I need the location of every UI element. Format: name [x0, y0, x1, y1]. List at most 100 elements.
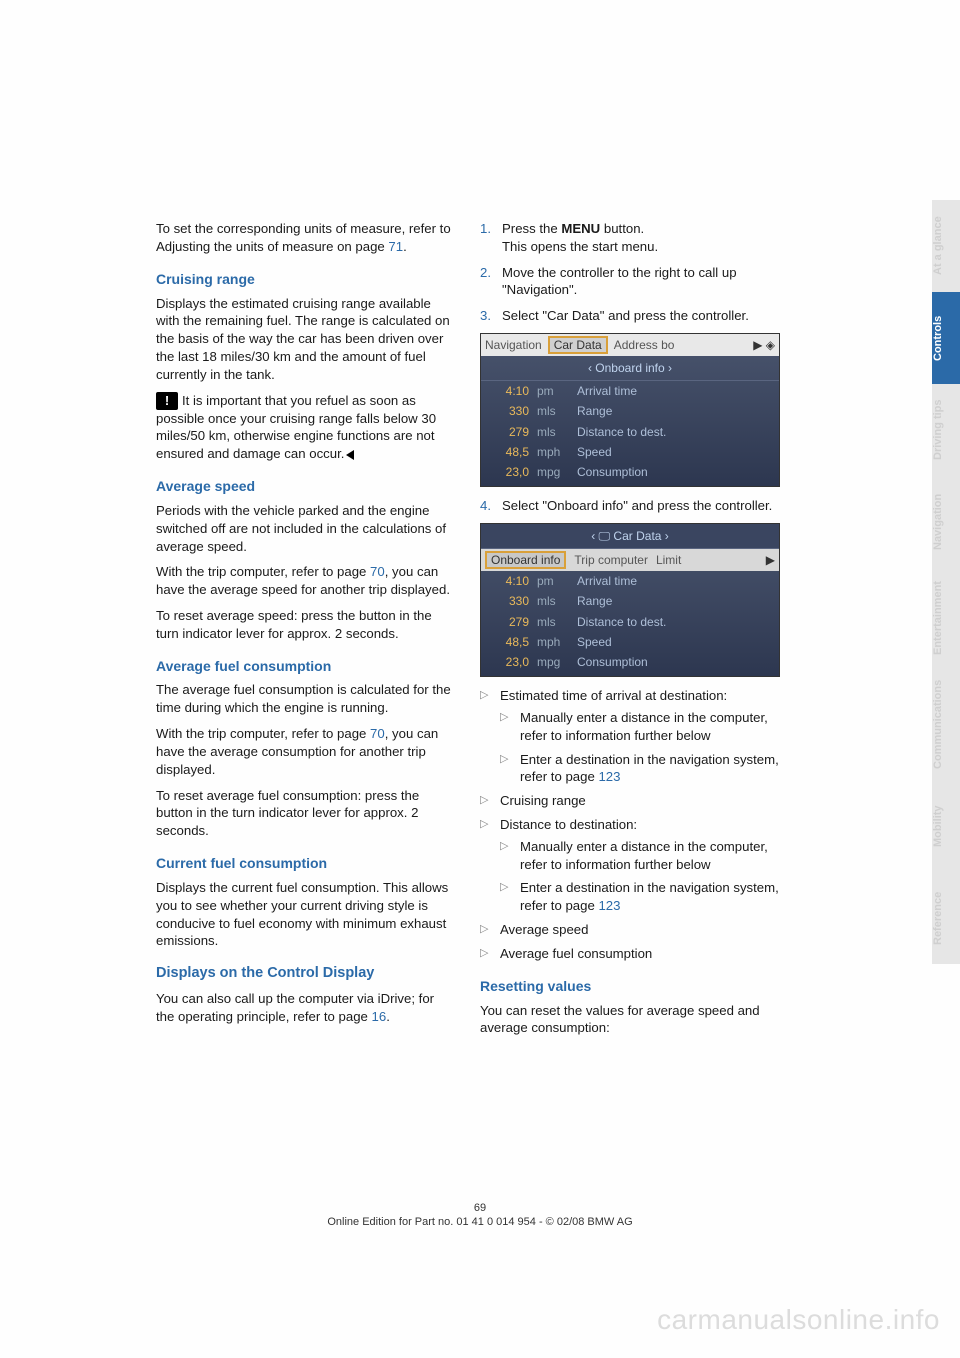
idrive-screenshot-1: Navigation Car Data Address bo ▶ ◈ ‹ Onb…: [480, 333, 780, 487]
side-tab-reference[interactable]: Reference: [932, 872, 960, 964]
bullet-list: Estimated time of arrival at destination…: [480, 687, 780, 963]
avg-fuel-p3: To reset average fuel consumption: press…: [156, 787, 456, 840]
side-tab-at-a-glance[interactable]: At a glance: [932, 200, 960, 292]
row-label: Speed: [577, 444, 771, 460]
cruising-range-text: Displays the estimated cruising range av…: [156, 295, 456, 384]
row-value: 4:10: [489, 383, 537, 399]
step-1: 1. Press the MENU button. This opens the…: [480, 220, 780, 256]
ss2-header: ‹ 🖵 Car Data ›: [481, 524, 779, 549]
avg-fuel-p2: With the trip computer, refer to page 70…: [156, 725, 456, 778]
data-row: 330mlsRange: [481, 401, 779, 421]
bullet-eta-sub2: Enter a destination in the navigation sy…: [500, 751, 780, 787]
data-row: 279mlsDistance to dest.: [481, 422, 779, 442]
side-tab-mobility[interactable]: Mobility: [932, 780, 960, 872]
heading-resetting: Resetting values: [480, 977, 780, 996]
data-row: 4:10pmArrival time: [481, 571, 779, 591]
step1-text-a: Press the: [502, 221, 561, 236]
bullet-avg-fuel: Average fuel consumption: [480, 945, 780, 963]
side-tabs: At a glanceControlsDriving tipsNavigatio…: [932, 200, 960, 964]
heading-average-speed: Average speed: [156, 477, 456, 496]
data-row: 330mlsRange: [481, 591, 779, 611]
ss1-rows: 4:10pmArrival time330mlsRange279mlsDista…: [481, 381, 779, 486]
row-label: Speed: [577, 634, 771, 650]
ss2-tab-onboard: Onboard info: [485, 551, 566, 569]
watermark: carmanualsonline.info: [657, 1304, 940, 1336]
idrive-screenshot-2: ‹ 🖵 Car Data › Onboard info Trip compute…: [480, 523, 780, 677]
page-link-16[interactable]: 16: [372, 1009, 387, 1024]
step3-text: Select "Car Data" and press the controll…: [502, 308, 749, 323]
heading-current-fuel: Current fuel consumption: [156, 854, 456, 873]
warning-icon: !: [156, 392, 178, 410]
step-2: 2. Move the controller to the right to c…: [480, 264, 780, 300]
bullet-dist-sub2: Enter a destination in the navigation sy…: [500, 879, 780, 915]
end-marker-icon: [346, 450, 354, 460]
displays-text-b: .: [386, 1009, 390, 1024]
current-fuel-text: Displays the current fuel consumption. T…: [156, 879, 456, 950]
page-link-123a[interactable]: 123: [598, 769, 620, 784]
menu-button-label: MENU: [561, 221, 600, 236]
ss2-rows: 4:10pmArrival time330mlsRange279mlsDista…: [481, 571, 779, 676]
avg-speed-p3: To reset average speed: press the button…: [156, 607, 456, 643]
bullet-cruising: Cruising range: [480, 792, 780, 810]
row-label: Consumption: [577, 654, 771, 670]
ss1-tab-navigation: Navigation: [485, 337, 542, 353]
side-tab-navigation[interactable]: Navigation: [932, 476, 960, 568]
step1-text-b: button.: [600, 221, 644, 236]
row-value: 48,5: [489, 634, 537, 650]
data-row: 279mlsDistance to dest.: [481, 612, 779, 632]
side-tab-driving-tips[interactable]: Driving tips: [932, 384, 960, 476]
step1-text-c: This opens the start menu.: [502, 239, 658, 254]
row-unit: mls: [537, 424, 577, 440]
side-tab-communications[interactable]: Communications: [932, 668, 960, 780]
warning-paragraph: !It is important that you refuel as soon…: [156, 392, 456, 463]
resetting-text: You can reset the values for average spe…: [480, 1002, 780, 1038]
bullet-distance: Distance to destination: Manually enter …: [480, 816, 780, 915]
step-num-2: 2.: [480, 264, 491, 282]
row-unit: pm: [537, 573, 577, 589]
bullet-eta-sub1: Manually enter a distance in the compute…: [500, 709, 780, 745]
page-link-70a[interactable]: 70: [370, 564, 385, 579]
ss1-tabs: Navigation Car Data Address bo ▶ ◈: [481, 334, 779, 356]
row-label: Arrival time: [577, 383, 771, 399]
bullet-eta-text: Estimated time of arrival at destination…: [500, 688, 727, 703]
row-value: 23,0: [489, 464, 537, 480]
side-tab-controls[interactable]: Controls: [932, 292, 960, 384]
step2-text: Move the controller to the right to call…: [502, 265, 737, 298]
steps-list-2: 4. Select "Onboard info" and press the c…: [480, 497, 780, 515]
step-num-1: 1.: [480, 220, 491, 238]
row-label: Range: [577, 403, 771, 419]
step-num-3: 3.: [480, 307, 491, 325]
ss1-tab-address: Address bo: [614, 337, 675, 353]
data-row: 23,0mpgConsumption: [481, 652, 779, 672]
step-3: 3. Select "Car Data" and press the contr…: [480, 307, 780, 325]
row-value: 4:10: [489, 573, 537, 589]
heading-avg-fuel: Average fuel consumption: [156, 657, 456, 676]
row-value: 330: [489, 403, 537, 419]
displays-text-a: You can also call up the computer via iD…: [156, 991, 434, 1024]
ss1-subheader: ‹ Onboard info ›: [481, 356, 779, 381]
bullet-eta-sub2-text: Enter a destination in the navigation sy…: [520, 752, 779, 785]
row-label: Range: [577, 593, 771, 609]
page-link-70b[interactable]: 70: [370, 726, 385, 741]
bullet-dist-sub2-text: Enter a destination in the navigation sy…: [520, 880, 779, 913]
bullet-avg-speed: Average speed: [480, 921, 780, 939]
row-value: 330: [489, 593, 537, 609]
data-row: 48,5mphSpeed: [481, 632, 779, 652]
step4-text: Select "Onboard info" and press the cont…: [502, 498, 772, 513]
page-number: 69: [0, 1202, 960, 1214]
step-num-4: 4.: [480, 497, 491, 515]
page-footer: 69 Online Edition for Part no. 01 41 0 0…: [0, 1202, 960, 1228]
page-link-123b[interactable]: 123: [598, 898, 620, 913]
side-tab-entertainment[interactable]: Entertainment: [932, 568, 960, 668]
page-content: To set the corresponding units of measur…: [156, 220, 856, 1045]
bullet-distance-text: Distance to destination:: [500, 817, 637, 832]
row-label: Distance to dest.: [577, 424, 771, 440]
row-unit: mpg: [537, 654, 577, 670]
avg-fuel-p1: The average fuel consumption is calculat…: [156, 681, 456, 717]
row-label: Arrival time: [577, 573, 771, 589]
row-label: Distance to dest.: [577, 614, 771, 630]
avg-speed-p1: Periods with the vehicle parked and the …: [156, 502, 456, 555]
page-link-71[interactable]: 71: [388, 239, 403, 254]
avg-speed-p2a: With the trip computer, refer to page: [156, 564, 370, 579]
row-unit: mls: [537, 614, 577, 630]
